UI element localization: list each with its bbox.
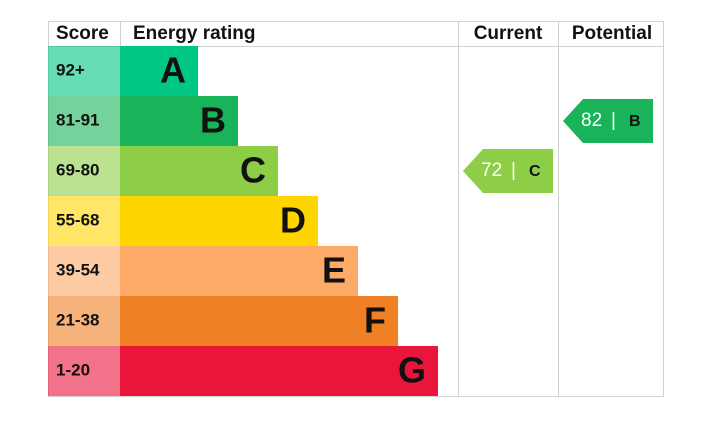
rating-letter: B [200,100,226,141]
rating-bar [120,296,398,346]
score-label: 92+ [56,60,85,79]
rating-bar [120,96,238,146]
score-label: 39-54 [56,260,100,279]
score-label: 81-91 [56,110,99,129]
header-potential: Potential [572,23,652,44]
score-cell [48,246,120,296]
rating-bar [120,246,358,296]
score-cell [48,146,120,196]
score-cell [48,196,120,246]
score-label: 69-80 [56,160,99,179]
rating-bar [120,46,198,96]
rating-letter: A [160,50,186,91]
score-cell [48,346,120,396]
potential-separator: | [611,110,616,131]
score-cell [48,96,120,146]
header-rating: Energy rating [133,23,255,44]
current-arrow [463,149,553,193]
score-label: 21-38 [56,310,99,329]
rating-bar [120,196,318,246]
rating-letter: E [322,250,346,291]
score-cell [48,296,120,346]
potential-value: 82 [581,110,602,131]
rating-letter: D [280,200,306,241]
score-label: 1-20 [56,360,90,379]
current-separator: | [511,160,516,181]
current-letter: C [529,163,541,180]
current-value: 72 [481,160,502,181]
rating-letter: C [240,150,266,191]
header-current: Current [474,23,543,44]
rating-letter: G [398,350,426,391]
rating-letter: F [364,300,386,341]
score-cell [48,46,120,96]
potential-arrow [563,99,653,143]
potential-letter: B [629,113,641,130]
rating-bar [120,346,438,396]
rating-bar [120,146,278,196]
score-label: 55-68 [56,210,99,229]
header-score: Score [56,23,109,44]
